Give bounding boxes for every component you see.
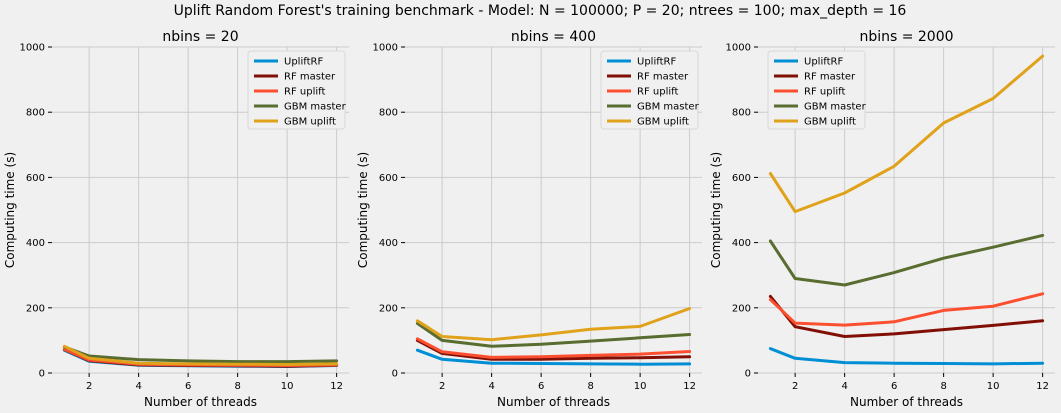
y-tick-label: 200 (379, 303, 398, 314)
legend-label: UpliftRF (804, 57, 843, 68)
y-tick-label: 200 (732, 303, 751, 314)
y-tick-label: 800 (26, 108, 45, 119)
y-tick-label: 0 (745, 369, 751, 380)
legend-label: RF master (804, 72, 856, 83)
legend-label: GBM uplift (804, 117, 856, 128)
series-line (62, 345, 339, 364)
legend-label: GBM uplift (637, 117, 689, 128)
panel-1: 0 200 400 600 800 1000 2 4 6 8 10 12 nbins = 20 Numbe… (3, 29, 349, 409)
series-line (768, 292, 1045, 327)
x-tick-label: 4 (488, 381, 494, 392)
y-tick-label: 0 (39, 369, 45, 380)
series-line (415, 337, 692, 359)
legend-box (767, 50, 866, 130)
legend-label: GBM uplift (284, 117, 336, 128)
x-tick-label: 8 (940, 381, 946, 392)
series-line (415, 338, 692, 361)
series-line (768, 54, 1045, 214)
legend-label: GBM master (804, 102, 867, 113)
panel-3: 0 200 400 600 800 1000 2 4 6 8 10 12 nbins = 2000 Num… (709, 29, 1055, 409)
y-tick-label: 800 (732, 108, 751, 119)
x-tick-label: 6 (891, 381, 897, 392)
series-line (415, 321, 692, 348)
panel-title: nbins = 20 (162, 29, 238, 45)
legend-label: RF uplift (637, 87, 678, 98)
y-tick-label: 600 (26, 173, 45, 184)
y-tick-label: 800 (379, 108, 398, 119)
panel-2: 0 200 400 600 800 1000 2 4 6 8 10 12 nbins = 400 Numb… (356, 29, 702, 409)
x-tick-label: 4 (135, 381, 141, 392)
y-tick-label: 0 (392, 369, 398, 380)
series-line (415, 307, 692, 342)
x-tick-label: 12 (1036, 381, 1049, 392)
legend-label: GBM master (637, 102, 700, 113)
legend-label: GBM master (284, 102, 347, 113)
x-tick-label: 2 (86, 381, 92, 392)
legend-box (247, 50, 346, 130)
y-tick-label: 1000 (20, 43, 45, 54)
y-tick-label: 1000 (726, 43, 751, 54)
legend-label: UpliftRF (284, 57, 323, 68)
y-tick-label: 400 (379, 238, 398, 249)
legend-label: UpliftRF (637, 57, 676, 68)
legend-label: RF master (284, 72, 336, 83)
panel-title: nbins = 2000 (859, 29, 953, 45)
series-line (62, 344, 339, 366)
x-axis-label: Number of threads (144, 395, 257, 409)
y-tick-label: 200 (26, 303, 45, 314)
figure-suptitle: Uplift Random Forest's training benchmar… (174, 3, 907, 19)
x-axis-label: Number of threads (497, 395, 610, 409)
series-line (768, 347, 1045, 366)
x-tick-label: 12 (683, 381, 696, 392)
series-line (768, 233, 1045, 287)
x-tick-label: 10 (634, 381, 647, 392)
legend-label: RF uplift (284, 87, 325, 98)
x-tick-label: 4 (841, 381, 847, 392)
y-axis-label: Computing time (s) (709, 152, 723, 268)
legend-label: RF master (637, 72, 689, 83)
x-tick-label: 12 (330, 381, 343, 392)
y-axis-label: Computing time (s) (356, 152, 370, 268)
x-tick-label: 8 (587, 381, 593, 392)
x-tick-label: 10 (281, 381, 294, 392)
panel-title: nbins = 400 (511, 29, 596, 45)
x-tick-label: 6 (185, 381, 191, 392)
y-tick-label: 1000 (373, 43, 398, 54)
y-tick-label: 600 (732, 173, 751, 184)
y-axis-label: Computing time (s) (3, 152, 17, 268)
y-tick-label: 400 (26, 238, 45, 249)
y-tick-label: 600 (379, 173, 398, 184)
x-axis-label: Number of threads (850, 395, 963, 409)
x-tick-label: 8 (234, 381, 240, 392)
x-tick-label: 2 (439, 381, 445, 392)
legend-label: RF uplift (804, 87, 845, 98)
x-tick-label: 2 (792, 381, 798, 392)
y-tick-label: 400 (732, 238, 751, 249)
x-tick-label: 6 (538, 381, 544, 392)
series-line (415, 348, 692, 366)
legend-box (600, 50, 699, 130)
x-tick-label: 10 (987, 381, 1000, 392)
series-line (768, 294, 1045, 338)
